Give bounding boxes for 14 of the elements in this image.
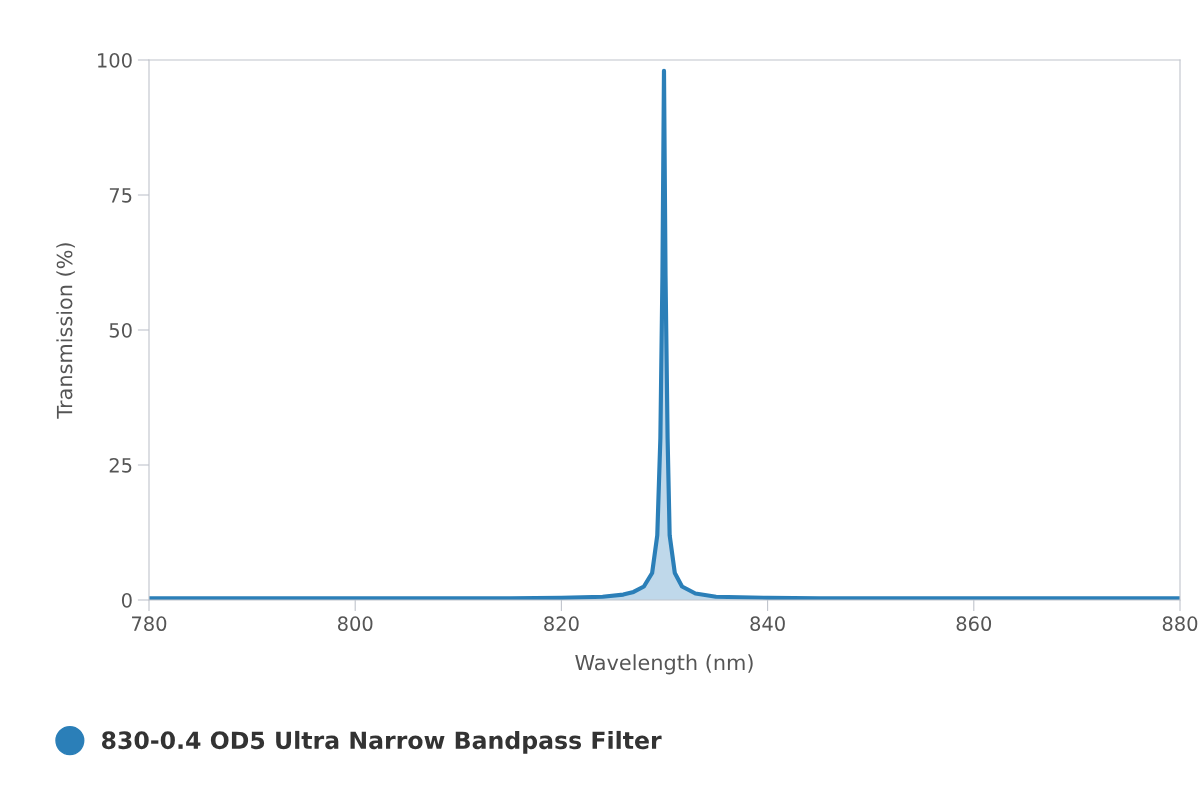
x-tick-label: 800 [337, 616, 373, 632]
y-tick-label: 100 [98, 52, 132, 68]
x-axis-title: Wavelength (nm) [575, 654, 753, 675]
y-tick-label: 50 [109, 322, 132, 338]
y-tick-label: 25 [109, 457, 132, 473]
x-tick-label: 860 [956, 616, 992, 632]
legend-label: 830-0.4 OD5 Ultra Narrow Bandpass Filter [102, 730, 662, 754]
x-tick-label: 840 [750, 616, 785, 632]
x-tick-label: 820 [544, 616, 579, 632]
y-tick-label: 75 [109, 188, 132, 203]
x-tick-label: 880 [1162, 616, 1198, 632]
x-tick-label: 780 [132, 616, 167, 632]
y-tick-label: 0 [121, 592, 132, 608]
y-axis-title: Transmission (%) [56, 243, 75, 419]
